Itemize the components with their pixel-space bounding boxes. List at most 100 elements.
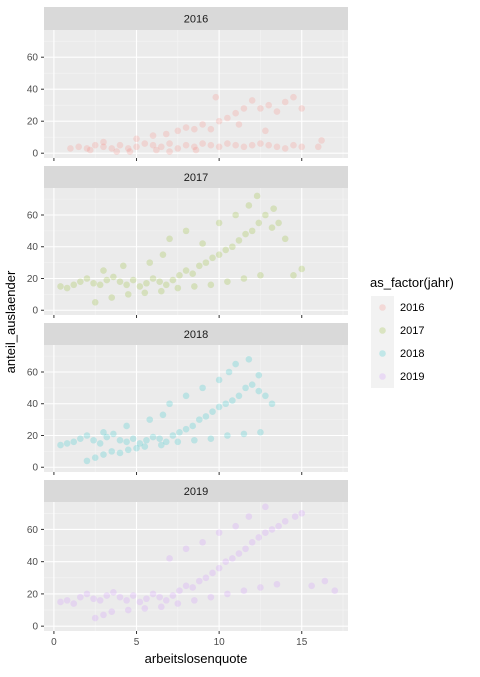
data-point xyxy=(158,441,165,449)
data-point xyxy=(290,272,297,279)
data-point xyxy=(159,411,167,419)
x-tick-label: 15 xyxy=(296,637,308,648)
data-point xyxy=(270,205,277,212)
data-point xyxy=(298,143,306,151)
data-point xyxy=(162,597,170,604)
facet-panel-2018: 2018 0 20 40 60 xyxy=(27,323,348,475)
data-point xyxy=(235,392,243,400)
data-point xyxy=(77,435,84,442)
data-point xyxy=(224,140,231,147)
data-point xyxy=(232,109,239,117)
data-point xyxy=(255,371,263,379)
data-point xyxy=(240,587,248,594)
data-point xyxy=(159,251,167,258)
data-point xyxy=(273,580,281,588)
data-point xyxy=(255,534,263,541)
data-point xyxy=(235,121,243,128)
legend-items: 2016 2017 2018 2019 xyxy=(371,296,424,388)
data-point xyxy=(90,595,97,603)
data-point xyxy=(136,283,144,290)
data-point xyxy=(129,592,137,599)
y-tick-label: 0 xyxy=(32,463,38,474)
data-point xyxy=(245,355,253,363)
data-point xyxy=(196,262,203,270)
data-point xyxy=(232,141,239,149)
legend-key-background xyxy=(371,319,394,342)
facet-panel-2019: 2019 0 20 40 60 xyxy=(27,480,348,634)
data-point xyxy=(63,597,71,604)
data-point xyxy=(215,219,223,227)
data-point xyxy=(229,397,236,404)
data-point xyxy=(268,526,276,533)
data-point xyxy=(281,145,289,152)
data-point xyxy=(191,283,198,290)
data-point xyxy=(224,432,231,439)
y-tick-label: 20 xyxy=(27,117,39,128)
x-tick-label: 0 xyxy=(51,637,57,648)
data-point xyxy=(207,593,215,601)
data-point xyxy=(100,429,107,436)
data-point xyxy=(123,281,130,289)
data-point xyxy=(166,555,173,562)
y-tick-label: 60 xyxy=(27,525,39,536)
data-point xyxy=(100,611,107,619)
data-point xyxy=(83,275,91,282)
data-point xyxy=(63,284,71,292)
data-point xyxy=(143,436,150,444)
y-tick-label: 40 xyxy=(27,242,39,253)
data-point xyxy=(245,513,253,520)
data-point xyxy=(100,267,107,274)
data-point xyxy=(207,141,215,149)
data-point xyxy=(182,141,190,149)
data-point xyxy=(143,595,150,603)
data-point xyxy=(207,281,215,289)
data-point xyxy=(166,140,173,147)
data-point xyxy=(222,246,230,254)
data-point xyxy=(318,137,325,144)
data-point xyxy=(100,138,107,146)
data-point xyxy=(275,219,282,227)
data-point xyxy=(257,272,264,279)
y-tick-label: 0 xyxy=(32,149,38,160)
data-point xyxy=(240,105,248,112)
legend-key-point xyxy=(379,304,386,311)
data-point xyxy=(262,529,269,536)
legend: as_factor(jahr) 2016 2017 2018 2019 xyxy=(370,275,454,388)
data-point xyxy=(108,145,116,152)
facet-strip xyxy=(44,480,348,502)
data-point xyxy=(215,251,223,258)
legend-key-point xyxy=(379,327,386,334)
data-point xyxy=(242,230,249,238)
data-point xyxy=(182,582,190,590)
data-point xyxy=(63,440,71,447)
data-point xyxy=(199,384,206,392)
data-point xyxy=(192,146,200,154)
data-point xyxy=(222,558,230,565)
data-point xyxy=(240,143,248,151)
data-point xyxy=(156,593,163,601)
facet-panel-2016: 2016 0 20 40 60 xyxy=(27,7,348,161)
data-point xyxy=(248,539,256,546)
data-point xyxy=(268,400,276,408)
facet-strip-label: 2018 xyxy=(184,329,208,341)
data-point xyxy=(96,440,104,447)
x-axis-title: arbeitslosenquote xyxy=(145,651,248,666)
data-point xyxy=(83,145,91,152)
facet-panel-2017: 2017 0 20 40 60 xyxy=(27,166,348,318)
data-point xyxy=(191,143,198,151)
data-point xyxy=(116,449,124,457)
panel-background xyxy=(44,502,348,631)
data-point xyxy=(124,291,132,298)
legend-key-background xyxy=(371,296,394,319)
data-point xyxy=(70,281,78,289)
data-point xyxy=(298,265,306,273)
data-point xyxy=(182,124,190,131)
data-point xyxy=(86,146,94,154)
data-point xyxy=(116,436,124,444)
data-point xyxy=(70,438,78,446)
y-tick-label: 20 xyxy=(27,431,39,442)
data-point xyxy=(182,392,190,400)
data-point xyxy=(70,600,78,607)
data-point xyxy=(202,259,210,266)
data-point xyxy=(174,145,182,152)
